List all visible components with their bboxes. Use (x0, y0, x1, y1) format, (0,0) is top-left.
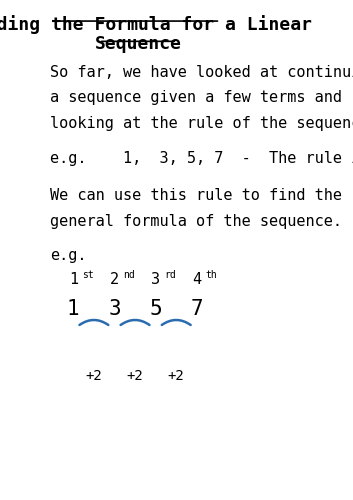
Text: 1: 1 (69, 272, 78, 287)
Text: general formula of the sequence.: general formula of the sequence. (50, 214, 342, 229)
Text: a sequence given a few terms and: a sequence given a few terms and (50, 90, 342, 106)
Text: Sequence: Sequence (95, 35, 181, 53)
Text: 4: 4 (192, 272, 201, 287)
Text: We can use this rule to find the: We can use this rule to find the (50, 188, 342, 203)
Text: 3: 3 (151, 272, 160, 287)
Text: 5: 5 (149, 300, 162, 320)
Text: 7: 7 (191, 300, 203, 320)
Text: 3: 3 (108, 300, 121, 320)
Text: 2: 2 (110, 272, 119, 287)
Text: e.g.: e.g. (50, 248, 86, 262)
Text: e.g.    1,  3, 5, 7  -  The rule is add 2: e.g. 1, 3, 5, 7 - The rule is add 2 (50, 151, 353, 166)
Text: 1: 1 (67, 300, 80, 320)
Text: looking at the rule of the sequence.: looking at the rule of the sequence. (50, 116, 353, 131)
Text: th: th (205, 270, 217, 280)
Text: rd: rd (164, 270, 176, 280)
Text: +2: +2 (85, 368, 102, 382)
Text: st: st (82, 270, 94, 280)
Text: Finding the Formula for a Linear: Finding the Formula for a Linear (0, 15, 312, 34)
Text: nd: nd (123, 270, 135, 280)
Text: +2: +2 (127, 368, 143, 382)
Text: So far, we have looked at continuing: So far, we have looked at continuing (50, 64, 353, 80)
Text: +2: +2 (168, 368, 185, 382)
